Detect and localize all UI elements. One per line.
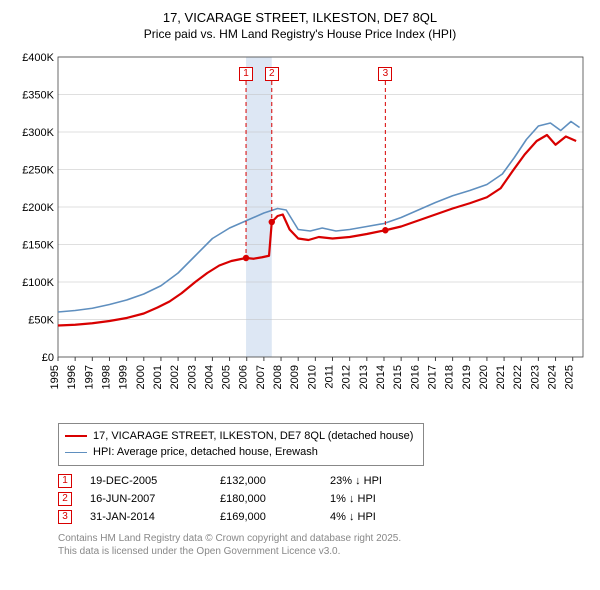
svg-text:2012: 2012 [341,365,353,389]
legend-swatch [65,435,87,437]
legend-swatch [65,452,87,454]
svg-text:£350K: £350K [22,89,54,101]
legend: 17, VICARAGE STREET, ILKESTON, DE7 8QL (… [58,423,424,466]
svg-text:2018: 2018 [444,365,456,389]
sale-index: 2 [58,492,72,506]
svg-text:£0: £0 [42,352,54,364]
svg-text:1999: 1999 [118,365,130,389]
svg-text:2019: 2019 [461,365,473,389]
svg-text:2017: 2017 [426,365,438,389]
legend-label: 17, VICARAGE STREET, ILKESTON, DE7 8QL (… [93,428,413,445]
chart-title: 17, VICARAGE STREET, ILKESTON, DE7 8QL [8,10,592,27]
footer-attribution: Contains HM Land Registry data © Crown c… [58,532,592,558]
svg-text:2021: 2021 [495,365,507,389]
svg-text:2004: 2004 [203,365,215,389]
svg-text:2009: 2009 [289,365,301,389]
chart-subtitle: Price paid vs. HM Land Registry's House … [8,27,592,41]
chart-marker-1: 1 [239,67,253,81]
svg-text:2006: 2006 [238,365,250,389]
svg-text:2022: 2022 [512,365,524,389]
svg-text:2020: 2020 [478,365,490,389]
sale-row: 2 16-JUN-2007£180,0001% ↓ HPI [58,492,592,506]
sale-date: 16-JUN-2007 [90,493,220,505]
chart-area: £0 £50K £100K £150K £200K £250K £300K £350K £400… [8,47,592,417]
svg-text:2008: 2008 [272,365,284,389]
sale-date: 31-JAN-2014 [90,511,220,523]
sale-price: £169,000 [220,511,330,523]
svg-text:£200K: £200K [22,202,54,214]
chart-marker-3: 3 [378,67,392,81]
svg-text:2003: 2003 [186,365,198,389]
svg-text:2024: 2024 [547,365,559,389]
svg-text:2013: 2013 [358,365,370,389]
svg-text:2011: 2011 [324,365,336,389]
svg-text:2010: 2010 [306,365,318,389]
sale-row: 3 31-JAN-2014£169,0004% ↓ HPI [58,510,592,524]
svg-text:1996: 1996 [66,365,78,389]
svg-text:2016: 2016 [409,365,421,389]
line-chart: £0 £50K £100K £150K £200K £250K £300K £350K £400… [8,47,592,417]
chart-marker-2: 2 [265,67,279,81]
svg-text:£300K: £300K [22,127,54,139]
svg-text:2007: 2007 [255,365,267,389]
legend-item-price-paid: 17, VICARAGE STREET, ILKESTON, DE7 8QL (… [65,428,413,445]
sale-delta: 4% ↓ HPI [330,511,376,523]
svg-text:2005: 2005 [221,365,233,389]
legend-item-hpi: HPI: Average price, detached house, Erew… [65,444,413,461]
sale-price: £180,000 [220,493,330,505]
svg-text:2015: 2015 [392,365,404,389]
sale-delta: 23% ↓ HPI [330,475,382,487]
sales-table: 1 19-DEC-2005£132,00023% ↓ HPI 2 16-JUN-200… [8,474,592,524]
sale-index: 3 [58,510,72,524]
svg-text:£250K: £250K [22,164,54,176]
legend-label: HPI: Average price, detached house, Erew… [93,444,318,461]
svg-text:2025: 2025 [564,365,576,389]
svg-text:1998: 1998 [100,365,112,389]
sale-row: 1 19-DEC-2005£132,00023% ↓ HPI [58,474,592,488]
svg-text:£400K: £400K [22,52,54,64]
svg-text:£150K: £150K [22,239,54,251]
svg-text:£100K: £100K [22,277,54,289]
sale-date: 19-DEC-2005 [90,475,220,487]
chart-container: 17, VICARAGE STREET, ILKESTON, DE7 8QL P… [0,0,600,566]
footer-line: This data is licensed under the Open Gov… [58,545,592,558]
svg-text:2000: 2000 [135,365,147,389]
sale-price: £132,000 [220,475,330,487]
svg-text:1997: 1997 [83,365,95,389]
svg-text:2014: 2014 [375,365,387,389]
svg-text:2001: 2001 [152,365,164,389]
svg-text:2002: 2002 [169,365,181,389]
sale-delta: 1% ↓ HPI [330,493,376,505]
svg-text:£50K: £50K [28,314,54,326]
footer-line: Contains HM Land Registry data © Crown c… [58,532,592,545]
sale-index: 1 [58,474,72,488]
svg-text:1995: 1995 [49,365,61,389]
svg-text:2023: 2023 [529,365,541,389]
